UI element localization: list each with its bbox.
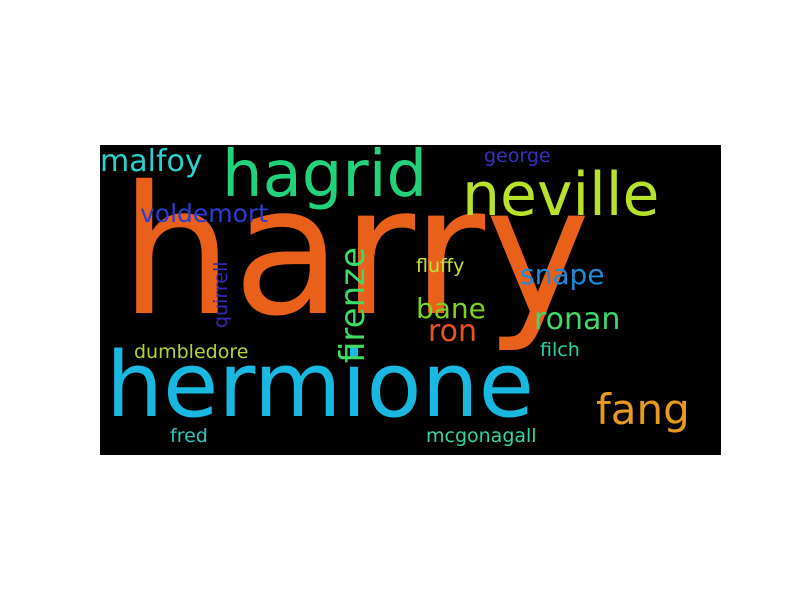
- word-dumbledore: dumbledore: [134, 341, 249, 363]
- word-ronan: ronan: [534, 302, 621, 337]
- word-filch: filch: [540, 339, 580, 361]
- word-snape: snape: [520, 258, 605, 291]
- word-ron: ron: [428, 314, 478, 349]
- word-neville: neville: [462, 160, 660, 230]
- word-voldemort: voldemort: [140, 199, 269, 228]
- word-mcgonagall: mcgonagall: [426, 425, 537, 447]
- word-fred: fred: [170, 425, 208, 447]
- word-george: george: [484, 145, 551, 167]
- word-malfoy: malfoy: [100, 145, 203, 179]
- word-bane: bane: [416, 292, 486, 325]
- word-quirrell: quirrell: [210, 261, 232, 329]
- word-hermione: hermione: [106, 333, 534, 438]
- word-harry: harry: [120, 148, 591, 355]
- word-cloud: harry hermione hagrid neville malfoy fan…: [100, 145, 721, 455]
- word-hagrid: hagrid: [222, 145, 428, 212]
- word-fang: fang: [596, 385, 690, 434]
- word-firenze: firenze: [333, 247, 373, 363]
- word-fluffy: fluffy: [416, 255, 465, 277]
